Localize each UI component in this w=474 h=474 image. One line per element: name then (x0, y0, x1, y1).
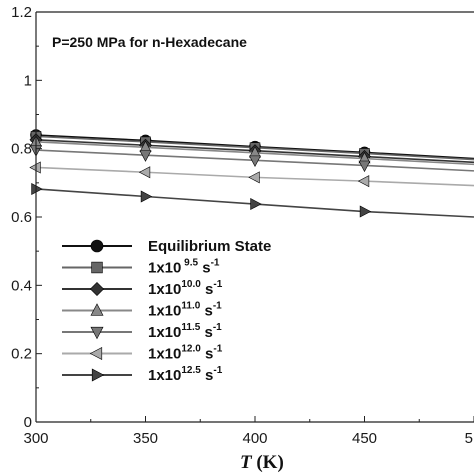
x-tick-label: 450 (352, 430, 377, 447)
legend-base: 1x10 (148, 324, 181, 341)
legend-entry-6: 1x1012.5 s-1 (62, 365, 223, 384)
legend-label: 1x1012.5 s-1 (148, 365, 223, 384)
legend-entry-4: 1x1011.5 s-1 (62, 322, 222, 341)
legend-unit-exponent: -1 (211, 258, 220, 269)
legend-label: 1x1011.5 s-1 (148, 322, 222, 341)
legend-base: 1x10 (148, 367, 181, 384)
legend-marker (89, 281, 105, 297)
series-5-point-2 (248, 171, 260, 184)
legend-entry-1: 1x10 9.5 s-1 (62, 258, 220, 277)
series-4-point-1 (139, 150, 152, 162)
axes-layer: 0 0.2 0.4 0.6 0.8 1 1.2 300 350 400 450 5 (11, 4, 474, 447)
legend-base: 1x10 (148, 346, 181, 363)
series-4-point-2 (249, 155, 261, 167)
legend-unit: s (201, 281, 214, 298)
y-tick-label: 0.6 (11, 209, 32, 226)
legend-unit-exponent: -1 (213, 322, 222, 333)
x-tick-label: 400 (242, 430, 267, 447)
y-tick-label: 1 (24, 72, 32, 89)
legend-label: 1x1010.0 s-1 (148, 279, 223, 298)
x-axis-symbol: T (240, 452, 253, 473)
legend-marker (91, 261, 103, 274)
x-tick-label: 350 (133, 430, 158, 447)
series-5-point-3 (357, 175, 370, 188)
legend-unit: s (201, 346, 214, 363)
x-tick-label: 5 (465, 430, 473, 447)
legend-base: 1x10 (148, 303, 181, 320)
legend-entry-5: 1x1012.0 s-1 (62, 344, 223, 363)
x-tick-label: 300 (23, 430, 48, 447)
legend-unit: s (200, 324, 213, 341)
legend-label: 1x10 9.5 s-1 (148, 258, 220, 277)
legend-base: 1x10 (148, 260, 181, 277)
series-6-point-3 (359, 205, 372, 218)
x-axis-unit: (K) (252, 452, 284, 473)
legend-label: 1x1012.0 s-1 (148, 344, 223, 363)
y-tick-label: 0.8 (11, 141, 32, 158)
y-tick-label: 1.2 (11, 4, 32, 21)
legend-exponent: 11.5 (181, 322, 200, 333)
series-6 (31, 182, 474, 218)
series-6-point-2 (250, 198, 262, 211)
legend-label: Equilibrium State (148, 238, 271, 255)
legend-unit: s (200, 303, 213, 320)
legend-marker (91, 368, 105, 382)
legend-unit-exponent: -1 (213, 344, 222, 355)
chart-annotation: P=250 MPa for n-Hexadecane (52, 34, 247, 50)
legend-marker (89, 347, 103, 360)
y-tick-label: 0.4 (11, 277, 32, 294)
legend-entry-3: 1x1011.0 s-1 (62, 301, 222, 320)
legend-exponent: 12.5 (181, 365, 201, 376)
series-5 (29, 161, 474, 188)
legend-base: 1x10 (148, 281, 181, 298)
legend-exponent: 11.0 (181, 301, 200, 312)
y-tick-label: 0 (24, 414, 32, 431)
legend-exponent: 10.0 (181, 279, 201, 290)
series-5-point-0 (29, 161, 41, 174)
legend-marker (90, 303, 104, 316)
legend-entry-2: 1x1010.0 s-1 (62, 279, 223, 298)
legend-unit: s (198, 260, 211, 277)
legend-unit-exponent: -1 (213, 279, 222, 290)
series-5-point-1 (138, 166, 151, 179)
legend-exponent: 9.5 (181, 258, 198, 269)
series-6-point-0 (31, 182, 43, 195)
legend-unit-exponent: -1 (213, 301, 222, 312)
legend-unit: s (201, 367, 214, 384)
x-axis-label: T (K) (240, 452, 284, 473)
legend-marker (90, 239, 104, 253)
legend-label: 1x1011.0 s-1 (148, 301, 222, 320)
series-4-point-3 (358, 160, 371, 173)
legend-entry-0: Equilibrium State (62, 238, 271, 255)
legend-marker (90, 326, 104, 340)
series-6-point-1 (140, 190, 153, 203)
legend-exponent: 12.0 (181, 344, 201, 355)
y-tick-label: 0.2 (11, 346, 32, 363)
legend-unit-exponent: -1 (213, 365, 222, 376)
series-layer (29, 129, 474, 218)
